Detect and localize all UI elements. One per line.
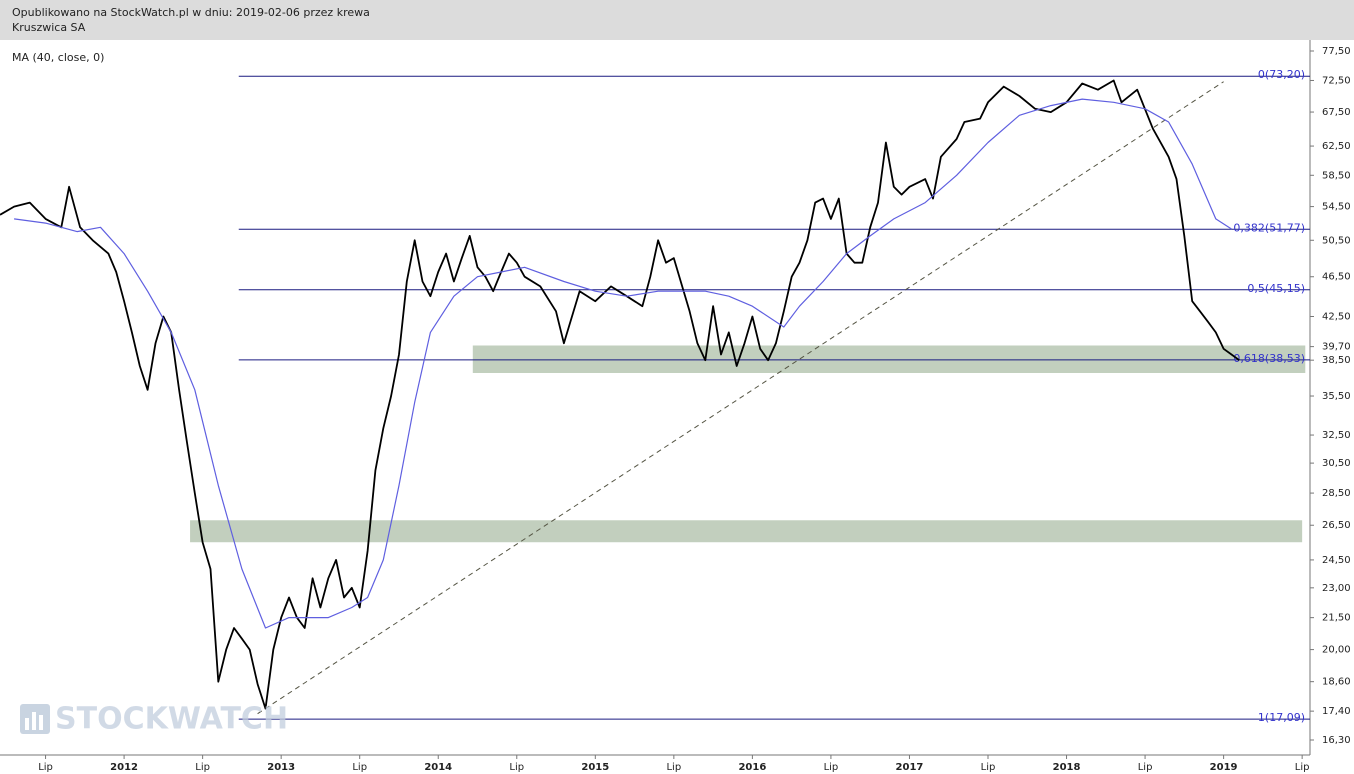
y-tick-label: 16,30: [1322, 735, 1351, 746]
fib-label: 1(17,09): [1258, 711, 1305, 724]
x-tick-label: Lip: [666, 762, 681, 773]
x-tick-label: Lip: [824, 762, 839, 773]
support-zone: [472, 345, 1306, 373]
support-zone: [190, 520, 1303, 543]
watermark-text: STOCKWATCH: [55, 702, 288, 737]
x-tick-label: 2017: [896, 762, 924, 773]
x-tick-label: Lip: [38, 762, 53, 773]
y-tick-label: 21,50: [1322, 613, 1351, 624]
y-tick-label: 26,50: [1322, 520, 1351, 531]
y-tick-label: 17,40: [1322, 706, 1351, 717]
fib-label: 0,5(45,15): [1247, 282, 1305, 295]
x-tick-label: Lip: [352, 762, 367, 773]
instrument-name: Kruszwica SA: [12, 21, 86, 34]
x-tick-label: Lip: [1295, 762, 1310, 773]
chart-title: Opublikowano na StockWatch.pl w dniu: 20…: [12, 6, 370, 19]
fib-label: 0(73,20): [1258, 68, 1305, 81]
y-tick-label: 35,50: [1322, 391, 1351, 402]
x-tick-label: Lip: [981, 762, 996, 773]
fib-label: 0,382(51,77): [1233, 221, 1305, 234]
y-tick-label: 23,00: [1322, 583, 1351, 594]
x-tick-label: Lip: [1138, 762, 1153, 773]
y-tick-label: 42,50: [1322, 311, 1351, 322]
y-tick-label: 24,50: [1322, 555, 1351, 566]
x-tick-label: 2019: [1210, 762, 1238, 773]
x-tick-label: 2012: [110, 762, 138, 773]
watermark-logo-bar: [25, 718, 29, 730]
y-tick-label: 50,50: [1322, 235, 1351, 246]
y-tick-label: 67,50: [1322, 107, 1351, 118]
y-tick-label: 54,50: [1322, 202, 1351, 213]
x-tick-label: 2014: [424, 762, 452, 773]
y-tick-label: 77,50: [1322, 46, 1351, 57]
x-tick-label: 2015: [581, 762, 609, 773]
watermark-logo-bar: [32, 712, 36, 730]
x-tick-label: Lip: [195, 762, 210, 773]
trendline: [257, 81, 1224, 715]
y-tick-label: 28,50: [1322, 488, 1351, 499]
y-tick-label: 39,70: [1322, 342, 1351, 353]
fib-label: 0,618(38,53): [1233, 352, 1305, 365]
y-tick-label: 72,50: [1322, 75, 1351, 86]
x-tick-label: 2018: [1053, 762, 1081, 773]
y-tick-label: 62,50: [1322, 141, 1351, 152]
price-line: [0, 79, 1240, 710]
x-tick-label: 2016: [738, 762, 766, 773]
y-tick-label: 20,00: [1322, 645, 1351, 656]
x-tick-label: 2013: [267, 762, 295, 773]
y-tick-label: 30,50: [1322, 458, 1351, 469]
watermark: STOCKWATCH: [20, 702, 288, 737]
watermark-logo-bar: [39, 715, 43, 730]
y-tick-label: 32,50: [1322, 430, 1351, 441]
header-band: [0, 0, 1354, 40]
y-tick-label: 18,60: [1322, 677, 1351, 688]
y-tick-label: 46,50: [1322, 272, 1351, 283]
y-tick-label: 38,50: [1322, 355, 1351, 366]
x-tick-label: Lip: [509, 762, 524, 773]
indicator-label: MA (40, close, 0): [12, 51, 104, 64]
ma-line: [14, 98, 1232, 629]
y-tick-label: 58,50: [1322, 170, 1351, 181]
